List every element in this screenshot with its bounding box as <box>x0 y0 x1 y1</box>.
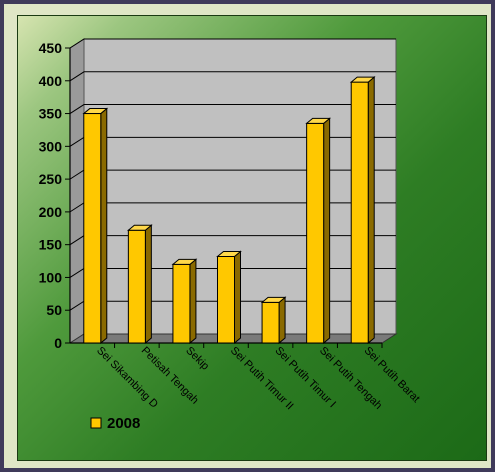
bar <box>307 123 324 343</box>
plot-side-wall <box>70 39 84 343</box>
bar-side <box>324 118 330 343</box>
bar <box>84 114 101 343</box>
y-tick-label: 250 <box>39 171 63 187</box>
y-tick-label: 300 <box>39 138 63 154</box>
y-tick-label: 400 <box>39 73 63 89</box>
bar-side <box>279 297 285 343</box>
legend-label: 2008 <box>107 415 140 432</box>
bar-side <box>101 109 107 343</box>
bar-side <box>235 251 241 343</box>
y-tick-label: 100 <box>39 269 63 285</box>
bar-side <box>368 77 374 343</box>
bar <box>218 256 235 343</box>
bar <box>262 302 279 343</box>
bar-side <box>190 259 196 343</box>
y-tick-label: 50 <box>46 302 62 318</box>
y-tick-label: 150 <box>39 237 63 253</box>
bar-side <box>145 225 151 343</box>
bar <box>173 264 190 343</box>
bar <box>351 82 368 343</box>
y-tick-label: 450 <box>39 40 63 56</box>
legend-swatch <box>91 418 101 428</box>
y-tick-label: 350 <box>39 106 63 122</box>
y-tick-label: 0 <box>54 335 62 351</box>
bar <box>128 230 145 343</box>
y-tick-label: 200 <box>39 204 63 220</box>
x-tick-label: Sekip <box>183 345 211 373</box>
